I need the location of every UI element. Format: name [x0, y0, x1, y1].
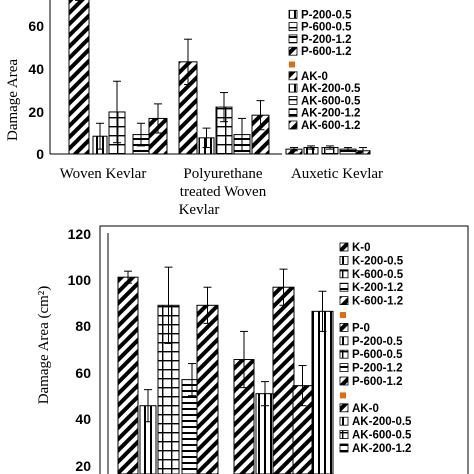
bottom-y-tick-label: 80 — [75, 318, 91, 334]
legend-label: AK-0 — [301, 71, 328, 83]
legend-swatch — [339, 443, 349, 453]
legend-label: AK-200-0.5 — [301, 83, 361, 95]
legend-swatch — [288, 83, 298, 93]
legend-label: P-600-0.5 — [352, 349, 403, 361]
legend-swatch — [339, 376, 349, 386]
legend-swatch — [288, 120, 298, 130]
top-y-tick-label: 0 — [36, 146, 44, 162]
legend-label: P-600-1.2 — [352, 376, 403, 388]
legend-swatch — [340, 312, 346, 318]
legend-label: K-200-0.5 — [352, 255, 404, 267]
legend-swatch — [339, 363, 349, 373]
legend-label: AK-600-0.5 — [352, 430, 412, 442]
legend-swatch — [288, 22, 298, 32]
top-category-label: Auxetic Kevlar — [291, 166, 383, 182]
legend-label: K-200-1.2 — [352, 282, 403, 294]
bottom-y-tick-label: 100 — [68, 272, 92, 288]
bottom-y-axis-label: Damage Area (cm²) — [36, 286, 52, 405]
legend-swatch — [288, 71, 298, 81]
legend-swatch — [339, 430, 349, 440]
legend-swatch — [339, 322, 349, 332]
legend-swatch — [339, 242, 349, 252]
legend-label: P-600-1.2 — [301, 46, 352, 58]
legend-swatch — [288, 34, 298, 44]
legend-label: P-0 — [352, 322, 370, 334]
legend-label: K-600-1.2 — [352, 296, 403, 308]
legend-label: AK-200-0.5 — [352, 416, 412, 428]
bar-K-0 — [272, 286, 295, 474]
top-y-axis-label: Damage Area — [5, 59, 21, 141]
top-category-label: Polyurethane — [183, 166, 262, 182]
legend-swatch — [339, 336, 349, 346]
legend-label: P-600-0.5 — [301, 22, 352, 34]
legend-swatch — [288, 108, 298, 118]
legend-label: P-200-0.5 — [352, 336, 403, 348]
legend-label: AK-200-1.2 — [352, 443, 411, 455]
legend-swatch — [339, 255, 349, 265]
legend-swatch — [288, 96, 298, 105]
legend-label: AK-600-1.2 — [301, 120, 360, 132]
legend-swatch — [289, 61, 295, 68]
bar-K-0 — [117, 276, 139, 474]
bottom-y-tick-label: 60 — [75, 365, 91, 381]
top-category-label: Kevlar — [179, 202, 220, 218]
top-chart: Damage Area 0 20 40 60 Woven Kevlar Poly… — [5, 0, 383, 218]
top-y-tick-label: 60 — [28, 18, 44, 34]
top-bars — [68, 0, 371, 155]
bottom-y-tick-label: 120 — [68, 226, 92, 242]
top-legend: P-200-0.5P-600-0.5P-200-1.2P-600-1.2 AK-0… — [288, 9, 361, 132]
top-y-tick-label: 40 — [28, 61, 44, 77]
bar-K-600-1.2 — [196, 304, 219, 474]
legend-label: P-200-1.2 — [352, 363, 403, 375]
top-category-label: Woven Kevlar — [60, 166, 147, 182]
legend-swatch — [339, 349, 349, 359]
legend-label: P-200-1.2 — [301, 34, 352, 46]
bottom-bars — [117, 266, 334, 474]
bottom-y-tick-label: 20 — [75, 458, 91, 474]
legend-swatch — [339, 296, 349, 306]
bottom-legend: K-0K-200-0.5 K-600-0.5K-200-1.2 K-600-1.2 P… — [339, 242, 412, 455]
legend-swatch — [339, 403, 349, 413]
bar-K-200-0.5 — [311, 310, 334, 474]
legend-swatch — [288, 9, 298, 19]
legend-swatch — [339, 269, 349, 279]
bar-K-0 — [68, 0, 90, 155]
bottom-y-tick-label: 40 — [75, 411, 91, 427]
legend-swatch — [339, 416, 349, 426]
legend-label: AK-0 — [352, 403, 379, 415]
legend-swatch — [339, 282, 349, 292]
bottom-chart: Damage Area (cm²) 120 100 80 60 40 20 K-… — [36, 225, 469, 474]
legend-label: K-0 — [352, 242, 371, 254]
legend-label: AK-200-1.2 — [301, 108, 360, 120]
legend-label: K-600-0.5 — [352, 269, 404, 281]
top-category-label: treated Woven — [180, 184, 267, 200]
legend-label: AK-600-0.5 — [301, 95, 361, 107]
legend-swatch — [340, 392, 346, 399]
legend-swatch — [288, 46, 298, 56]
legend-label: P-200-0.5 — [301, 9, 352, 21]
top-y-tick-label: 20 — [28, 104, 44, 120]
bottom-chart-frame — [99, 225, 469, 474]
